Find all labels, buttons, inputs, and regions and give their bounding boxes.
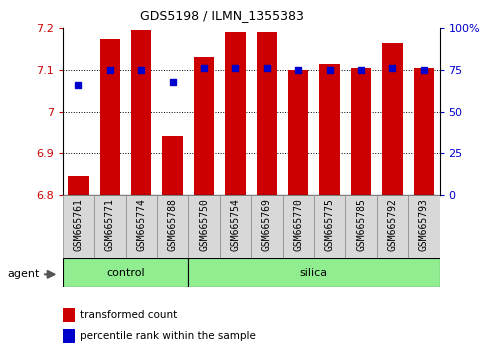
Bar [94,195,126,258]
Text: control: control [106,268,145,278]
Bar [63,258,188,287]
Bar [194,57,214,195]
Bar [63,195,94,258]
Text: transformed count: transformed count [80,310,177,320]
Bar [408,195,440,258]
Bar [157,195,188,258]
Bar [188,195,220,258]
Text: GSM665774: GSM665774 [136,198,146,251]
Bar [351,68,371,195]
Text: GSM665785: GSM665785 [356,198,366,251]
Text: agent: agent [7,269,40,279]
Text: GSM665792: GSM665792 [387,198,398,251]
Text: GSM665750: GSM665750 [199,198,209,251]
Text: GSM665788: GSM665788 [168,198,178,251]
Text: percentile rank within the sample: percentile rank within the sample [80,331,256,341]
Bar [288,70,309,195]
Text: GSM665761: GSM665761 [73,198,84,251]
Bar [314,195,345,258]
Bar [188,258,440,287]
Text: GSM665771: GSM665771 [105,198,115,251]
Bar [225,33,246,195]
Text: GSM665754: GSM665754 [230,198,241,251]
Text: silica: silica [300,268,328,278]
Bar [283,195,314,258]
Bar [345,195,377,258]
Bar [131,30,152,195]
Text: GSM665769: GSM665769 [262,198,272,251]
Bar [377,195,408,258]
Text: GSM665793: GSM665793 [419,198,429,251]
Bar [382,43,403,195]
Bar [126,195,157,258]
Bar [413,68,434,195]
Bar [99,39,120,195]
Bar [220,195,251,258]
Text: GSM665775: GSM665775 [325,198,335,251]
Bar [251,195,283,258]
Bar [256,33,277,195]
Bar [319,64,340,195]
Bar [162,136,183,195]
Text: GSM665770: GSM665770 [293,198,303,251]
Bar [68,176,89,195]
Text: GDS5198 / ILMN_1355383: GDS5198 / ILMN_1355383 [140,9,304,22]
